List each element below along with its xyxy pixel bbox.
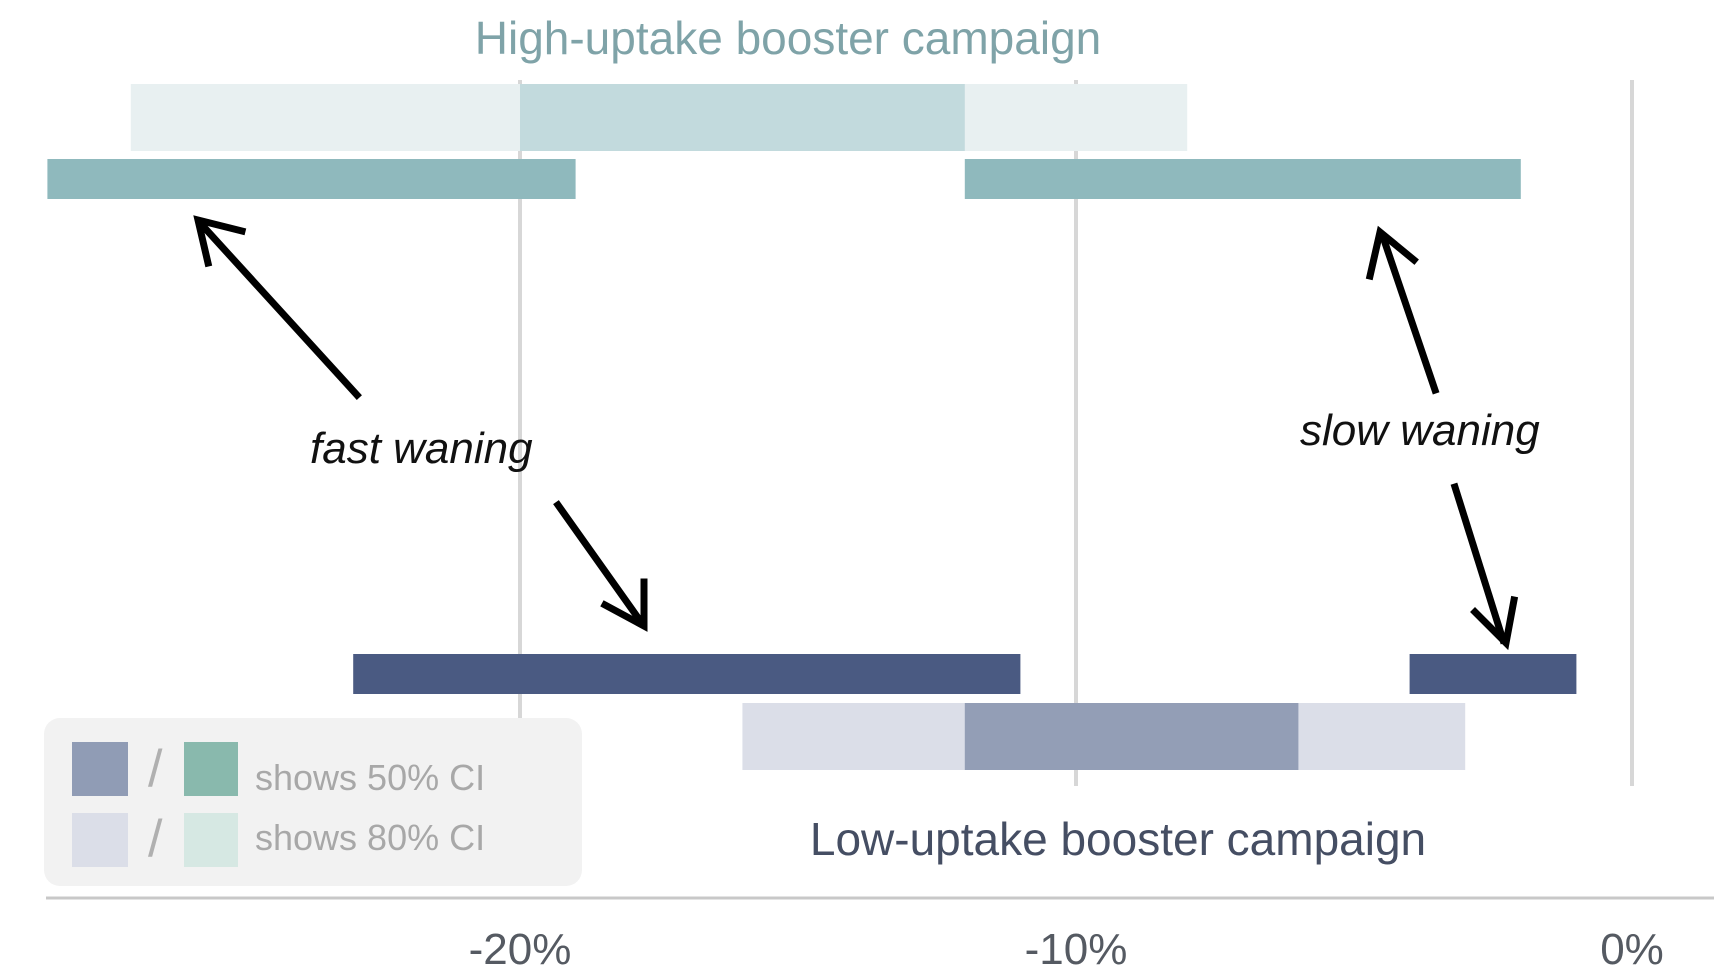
ci-bands — [130, 84, 1466, 770]
legend-label-80: shows 80% CI — [255, 817, 485, 858]
arrow-slow-to-low — [1450, 482, 1519, 651]
title-high-uptake: High-uptake booster campaign — [475, 12, 1101, 64]
annotation-fast-waning: fast waning — [310, 424, 533, 473]
legend: / shows 50% CI / shows 80% CI — [44, 718, 582, 886]
x-axis-ticks: -20% -10% 0% — [469, 925, 1664, 966]
title-low-uptake: Low-uptake booster campaign — [810, 813, 1426, 865]
arrow-fast-to-low — [553, 500, 648, 632]
legend-swatch-50-high — [184, 742, 238, 796]
legend-swatch-80-high — [184, 813, 238, 867]
high-fast-waning-bar — [47, 159, 576, 199]
arrow-slow-to-high — [1365, 225, 1440, 395]
legend-swatch-50-low — [72, 742, 128, 796]
tick-label-2: 0% — [1600, 925, 1664, 966]
legend-slash-50: / — [148, 740, 163, 798]
tick-label-1: -10% — [1025, 925, 1128, 966]
high-ci50-band — [520, 84, 965, 151]
arrows — [193, 215, 1519, 651]
scenario-bars — [47, 159, 1577, 694]
low-ci50-band — [964, 703, 1299, 770]
arrow-fast-to-high — [193, 215, 362, 400]
high-slow-waning-bar — [964, 159, 1521, 199]
legend-box — [44, 718, 582, 886]
annotation-slow-waning: slow waning — [1300, 406, 1540, 455]
low-slow-waning-bar — [1409, 654, 1577, 694]
low-fast-waning-bar — [353, 654, 1021, 694]
legend-label-50: shows 50% CI — [255, 757, 485, 798]
tick-label-0: -20% — [469, 925, 572, 966]
legend-swatch-80-low — [72, 813, 128, 867]
legend-slash-80: / — [148, 810, 163, 868]
